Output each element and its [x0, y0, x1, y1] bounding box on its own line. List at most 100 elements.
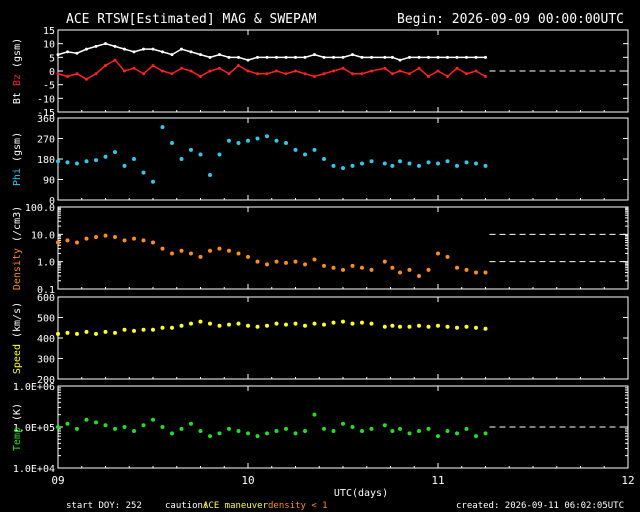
- data-point: [332, 55, 335, 59]
- data-point: [246, 323, 250, 328]
- data-point: [383, 55, 387, 59]
- data-point: [341, 66, 345, 70]
- data-point: [293, 147, 298, 152]
- data-point: [313, 74, 316, 78]
- data-point: [122, 425, 127, 429]
- data-point: [284, 426, 288, 431]
- data-point: [75, 51, 79, 55]
- data-point: [151, 240, 155, 245]
- data-point: [56, 425, 60, 429]
- data-point: [455, 431, 459, 436]
- data-point: [84, 329, 89, 334]
- data-point: [179, 426, 184, 431]
- data-point: [294, 69, 297, 73]
- caution-density: density < 1: [268, 501, 328, 511]
- data-point: [122, 238, 127, 243]
- data-point: [161, 50, 164, 54]
- data-point: [208, 321, 212, 326]
- data-point: [382, 161, 387, 166]
- data-point: [284, 260, 288, 265]
- data-point: [265, 431, 269, 436]
- data-point: [417, 323, 421, 328]
- y-tick-label: 5: [49, 53, 55, 64]
- data-point: [484, 74, 487, 78]
- data-point: [322, 157, 326, 161]
- y-tick-label: 200: [37, 375, 55, 386]
- panel-frame: [57, 296, 629, 380]
- data-point: [237, 55, 240, 59]
- y-tick-label: 1.0E+06: [13, 382, 55, 393]
- data-point: [370, 69, 373, 73]
- data-point: [255, 324, 260, 329]
- data-point: [455, 163, 459, 168]
- series-temp: [56, 412, 488, 439]
- data-point: [142, 72, 145, 76]
- x-tick-label: 12: [621, 474, 634, 487]
- data-point: [208, 248, 212, 253]
- data-point: [446, 55, 449, 59]
- panel-speed: 600 500 400 300 200 Speed (km/s): [12, 293, 629, 386]
- y-tick-label: 90: [43, 176, 55, 187]
- data-point: [265, 323, 269, 328]
- data-point: [455, 325, 459, 330]
- data-point: [132, 236, 136, 241]
- data-point: [293, 259, 298, 264]
- series-bz: [56, 58, 487, 81]
- data-point: [189, 147, 193, 152]
- data-point: [94, 420, 98, 425]
- data-point: [227, 138, 231, 143]
- data-point: [208, 55, 212, 59]
- series-bt: [56, 42, 487, 62]
- data-point: [436, 55, 440, 59]
- data-point: [426, 160, 431, 165]
- data-point: [227, 72, 231, 76]
- data-point: [75, 240, 79, 245]
- start-doy: start DOY: 252: [66, 501, 142, 511]
- data-point: [84, 159, 89, 164]
- y-axis-label-part: (km/s): [12, 302, 23, 344]
- data-point: [408, 55, 411, 59]
- y-tick-label: 10.0: [31, 230, 55, 241]
- data-point: [284, 72, 288, 76]
- data-point: [246, 58, 250, 62]
- data-point: [322, 426, 326, 431]
- data-point: [341, 166, 345, 171]
- data-point: [217, 152, 222, 157]
- data-point: [351, 72, 354, 76]
- caution-label: caution:: [165, 501, 208, 511]
- y-tick-label: 360: [37, 114, 55, 125]
- data-point: [341, 421, 345, 426]
- data-point: [179, 323, 184, 328]
- data-point: [351, 53, 354, 57]
- data-point: [94, 234, 98, 239]
- panel-frame: [57, 117, 629, 201]
- data-point: [151, 327, 155, 332]
- data-point: [382, 259, 387, 264]
- data-point: [56, 53, 60, 57]
- x-axis-label: UTC(days): [334, 488, 388, 499]
- data-point: [312, 321, 317, 326]
- data-point: [322, 322, 326, 327]
- data-point: [350, 163, 355, 168]
- data-point: [407, 431, 412, 436]
- data-point: [217, 431, 222, 436]
- data-point: [417, 163, 421, 168]
- data-point: [199, 53, 202, 57]
- data-point: [65, 238, 70, 243]
- data-point: [170, 53, 174, 57]
- data-point: [426, 426, 431, 431]
- data-point: [455, 55, 459, 59]
- data-point: [189, 421, 193, 426]
- data-point: [56, 159, 60, 164]
- data-point: [122, 163, 127, 168]
- data-point: [66, 50, 69, 54]
- data-point: [189, 69, 193, 73]
- y-axis-label-part: Density: [12, 248, 23, 290]
- data-point: [236, 251, 241, 256]
- data-point: [293, 431, 298, 436]
- data-point: [408, 72, 411, 76]
- data-point: [382, 324, 387, 329]
- data-point: [56, 240, 60, 245]
- data-point: [436, 251, 440, 256]
- data-point: [455, 66, 459, 70]
